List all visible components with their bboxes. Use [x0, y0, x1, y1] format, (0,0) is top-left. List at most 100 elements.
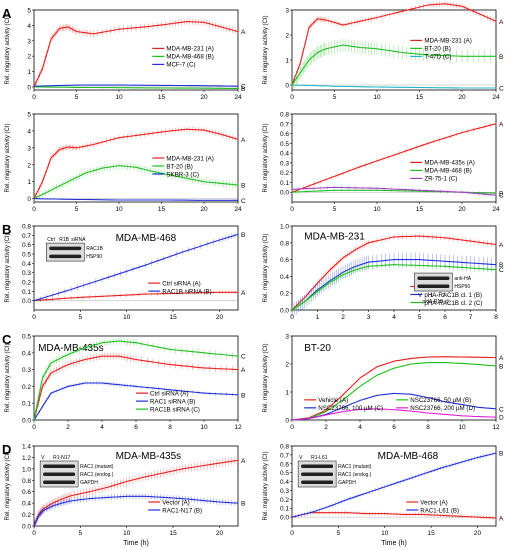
x-tick-label: 4 — [100, 424, 104, 431]
legend-entry: RAC1B siRNA (C) — [150, 406, 200, 413]
chart-panel-b2: 0.0 0.2 0.4 0.6 0.8 1.0 0 1 2 3 4 5 6 7 8 Rel. migrator… — [263, 224, 504, 322]
series-end-label: A — [241, 367, 246, 374]
series-end-label: C — [241, 84, 246, 91]
x-tick-label: 2 — [66, 424, 70, 431]
series-2: B — [33, 381, 245, 422]
blot-frame — [414, 272, 453, 292]
x-tick-label: 10 — [458, 424, 466, 431]
x-tick-label: 10 — [123, 530, 131, 537]
y-tick-label: 0.0 — [280, 190, 289, 197]
y-tick-label: 0.7 — [280, 452, 289, 459]
y-tick-label: 0.0 — [280, 308, 289, 315]
y-tick-label: 3 — [27, 145, 31, 152]
x-tick-label: 8 — [494, 314, 498, 321]
y-tick-label: 0.2 — [22, 384, 31, 391]
x-tick-label: 5 — [333, 94, 337, 101]
blot-header-label: V — [299, 455, 303, 461]
series-2: B — [33, 493, 245, 529]
plot-frame — [33, 445, 239, 527]
series-line — [33, 233, 239, 302]
series-1: A — [33, 126, 246, 202]
y-tick-label: 0.7 — [280, 121, 289, 128]
series-end-label: A — [241, 137, 246, 144]
x-tick-label: 15 — [416, 94, 424, 101]
legend-entry: Ctrl siRNA (A) — [162, 280, 201, 287]
blot-band-label: HSP90 — [454, 284, 470, 290]
x-tick-label: 2 — [324, 424, 328, 431]
series-end-label: B — [241, 232, 245, 239]
legend-entry: RAC1-N17 (B) — [162, 507, 202, 514]
x-tick-label: 20 — [200, 206, 208, 213]
legend: Vector (A)RAC1-N17 (B) — [148, 499, 202, 514]
panel-letter-a: A — [2, 6, 12, 21]
y-tick-label: 0.2 — [280, 291, 289, 298]
series-3: C — [291, 185, 504, 200]
blot-band — [301, 464, 334, 468]
series-end-label: B — [499, 363, 503, 370]
blot-lane-label: 2 — [442, 293, 445, 299]
series-2: B — [291, 361, 503, 421]
x-tick-label: 10 — [200, 424, 208, 431]
blot-band — [417, 276, 450, 281]
series-2: B — [33, 86, 245, 93]
series-line — [291, 356, 497, 421]
legend-entry: MDA-MB-231 (A) — [166, 46, 213, 53]
y-tick-label: 0.5 — [280, 141, 289, 148]
chart-title: MDA-MB-231 — [304, 231, 365, 242]
y-tick-label: 0.4 — [280, 274, 289, 281]
legend-entry: RAC1B siRNA (B) — [162, 288, 212, 295]
y-tick-label: 2 — [27, 162, 31, 169]
legend-entry: Ctrl siRNA (A) — [150, 390, 189, 397]
legend-entry: MDA-MB-231 (A) — [424, 38, 471, 45]
series-line — [291, 186, 497, 196]
y-axis-label: Rel. migratory activity (CI) — [263, 123, 269, 192]
series-line — [33, 84, 239, 87]
x-tick-label: 0 — [290, 206, 294, 213]
x-tick-label: 20 — [458, 94, 466, 101]
y-tick-label: 0.3 — [280, 160, 289, 167]
x-tick-label: 20 — [216, 314, 224, 321]
y-tick-label: 0.6 — [22, 242, 31, 249]
y-tick-label: 0.5 — [22, 334, 31, 341]
y-tick-label: 0.8 — [280, 112, 289, 119]
y-tick-label: 0 — [27, 196, 31, 203]
series-end-label: C — [499, 406, 504, 413]
blot-band — [43, 464, 76, 468]
y-tick-label: 0.7 — [22, 233, 31, 240]
y-axis-label: Rel. migratory activity (CI) — [5, 233, 11, 302]
series-line — [33, 198, 238, 201]
western-blot-inset: V R1-L61 RAC1 (mutant) RAC1 (endog.) GAPDH — [297, 455, 372, 488]
blot-band — [49, 246, 82, 251]
x-tick-label: 20 — [458, 206, 466, 213]
series-line — [291, 44, 496, 86]
series-end-label: B — [499, 191, 503, 198]
y-tick-label: 0.4 — [280, 479, 289, 486]
y-tick-label: 0 — [27, 84, 31, 91]
blot-band-label: GAPDH — [80, 480, 98, 486]
x-tick-label: 8 — [168, 424, 172, 431]
y-tick-label: 4 — [27, 128, 31, 135]
legend-entry: MCF-7 (C) — [166, 62, 195, 69]
series-end-label: A — [499, 121, 504, 128]
series-line — [33, 128, 239, 199]
series-end-label: A — [241, 29, 246, 36]
x-tick-label: 10 — [115, 94, 123, 101]
blot-band-label: RAC1B — [86, 246, 103, 252]
x-tick-label: 8 — [426, 424, 430, 431]
y-tick-label: 3 — [285, 334, 289, 341]
y-tick-label: 2 — [27, 54, 31, 61]
series-line — [291, 452, 497, 518]
y-tick-label: 0.6 — [280, 131, 289, 138]
blot-footer-label: pHA-R1B cl. — [422, 299, 450, 305]
y-tick-label: 0 — [285, 418, 289, 425]
legend: Vehicle (A) NSC23766, 50 µM (B)NSC23766, … — [304, 397, 475, 412]
x-tick-label: 0 — [290, 424, 294, 431]
series-3: C — [33, 337, 246, 424]
legend-entry: NSC23766, 50 µM (B) — [410, 397, 471, 404]
y-tick-label: 0 — [285, 83, 289, 90]
legend-entry: T-47D (C) — [424, 54, 451, 61]
blot-band-label: RAC1 (endog.) — [80, 472, 114, 478]
chart-panel-d1: D 0.0 0.2 0.4 0.6 0.8 1.0 1.2 1.4 0 5 10 15 20 Rel. mi… — [2, 442, 246, 547]
y-tick-label: 0.3 — [22, 270, 31, 277]
